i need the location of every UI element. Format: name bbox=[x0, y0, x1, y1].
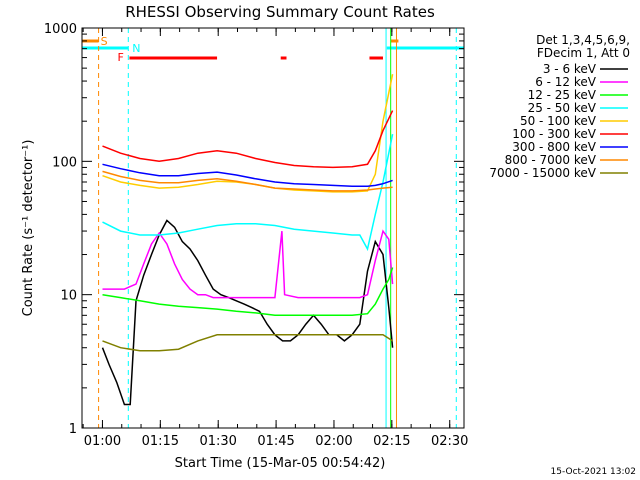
chart-title: RHESSI Observing Summary Count Rates bbox=[125, 3, 435, 21]
legend-label-6: 300 - 800 keV bbox=[512, 140, 596, 154]
plot-overlays: S NF bbox=[82, 28, 464, 428]
axis-ticks: 01:00 01:15 01:30 01:45 02:00 02:15 02:30 1 10 10… bbox=[44, 22, 469, 449]
x-tick-label-1: 01:15 bbox=[142, 434, 179, 449]
series-line-6 bbox=[102, 163, 393, 188]
legend-header-line-2: FDecim 1, Att 0 bbox=[537, 46, 630, 60]
x-tick-label-0: 01:00 bbox=[84, 434, 121, 449]
series-layer bbox=[101, 74, 394, 406]
x-tick-label-4: 02:00 bbox=[315, 434, 352, 449]
x-tick-label-5: 02:15 bbox=[373, 434, 410, 449]
series-line-5 bbox=[102, 110, 394, 169]
legend-label-1: 6 - 12 keV bbox=[535, 75, 597, 89]
x-tick-label-6: 02:30 bbox=[431, 434, 468, 449]
series-line-3 bbox=[102, 133, 394, 252]
series-line-8 bbox=[102, 334, 394, 352]
legend-label-0: 3 - 6 keV bbox=[543, 62, 597, 76]
legend-label-2: 12 - 25 keV bbox=[528, 88, 597, 102]
series-line-2 bbox=[102, 267, 394, 317]
y-tick-label-0: 1 bbox=[69, 422, 77, 437]
legend-label-4: 50 - 100 keV bbox=[520, 114, 597, 128]
night-label: N bbox=[132, 42, 140, 55]
series-line-0 bbox=[101, 219, 394, 406]
series-line-1 bbox=[102, 229, 394, 299]
saa-label: S bbox=[101, 35, 108, 48]
series-line-7 bbox=[102, 170, 393, 192]
x-tick-label-2: 01:30 bbox=[199, 434, 236, 449]
y-axis-title: Count Rate (s⁻¹ detector⁻¹) bbox=[21, 140, 36, 317]
x-tick-label-3: 01:45 bbox=[257, 434, 294, 449]
y-tick-label-3: 1000 bbox=[44, 22, 77, 37]
legend-label-8: 7000 - 15000 keV bbox=[489, 166, 596, 180]
legend-header-line-1: Det 1,3,4,5,6,9, bbox=[536, 33, 630, 47]
legend-label-7: 800 - 7000 keV bbox=[505, 153, 597, 167]
plot-frame bbox=[81, 27, 465, 429]
legend: Det 1,3,4,5,6,9, FDecim 1, Att 0 3 - 6 k… bbox=[489, 33, 630, 180]
flare-label: F bbox=[117, 51, 123, 64]
footer-timestamp: 15-Oct-2021 13:02 bbox=[551, 467, 636, 477]
y-tick-label-1: 10 bbox=[60, 289, 77, 304]
legend-label-5: 100 - 300 keV bbox=[512, 127, 596, 141]
x-axis-title: Start Time (15-Mar-05 00:54:42) bbox=[175, 456, 386, 471]
y-tick-label-2: 100 bbox=[52, 155, 77, 170]
legend-label-3: 25 - 50 keV bbox=[528, 101, 597, 115]
